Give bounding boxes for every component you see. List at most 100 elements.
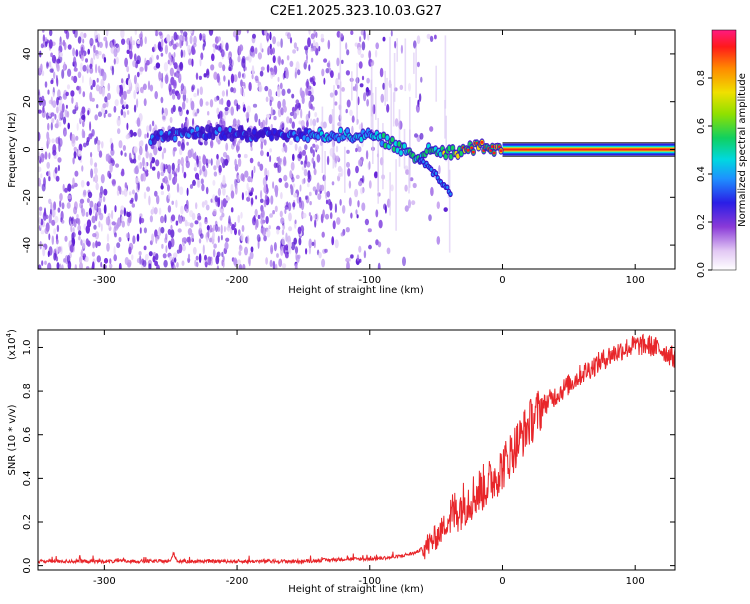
noise-speck <box>64 235 68 242</box>
noise-speck <box>113 47 118 58</box>
noise-speck <box>126 89 131 95</box>
noise-speck <box>225 142 229 151</box>
noise-speck <box>123 111 127 118</box>
noise-speck <box>242 92 245 97</box>
noise-speck <box>363 30 366 41</box>
signal-blob <box>237 125 244 134</box>
noise-speck <box>72 109 77 115</box>
noise-speck <box>273 115 277 121</box>
noise-speck <box>168 83 172 92</box>
noise-speck <box>379 67 384 78</box>
noise-speck <box>51 54 57 64</box>
snr-background <box>38 330 675 570</box>
noise-speck <box>218 61 223 69</box>
noise-speck <box>374 49 378 58</box>
noise-speck <box>384 204 387 214</box>
noise-speck <box>283 146 287 152</box>
noise-speck <box>151 120 155 127</box>
colorbar-gradient <box>711 29 737 271</box>
noise-speck <box>92 79 96 88</box>
noise-speck <box>64 109 68 118</box>
noise-speck <box>144 36 147 45</box>
noise-speck <box>346 261 350 269</box>
noise-speck <box>185 40 189 47</box>
noise-speck <box>98 41 103 49</box>
noise-speck <box>133 90 137 100</box>
noise-speck <box>121 38 126 45</box>
noise-speck <box>175 220 179 226</box>
noise-speck <box>255 195 258 200</box>
noise-speck <box>215 223 219 233</box>
signal-blob-core <box>450 145 455 151</box>
noise-speck <box>201 201 205 208</box>
noise-speck <box>169 67 174 77</box>
noise-speck <box>198 238 202 244</box>
noise-speck <box>202 165 206 172</box>
noise-speck <box>323 58 328 63</box>
noise-speck <box>185 160 190 169</box>
noise-speck <box>420 76 423 83</box>
signal-blob-core <box>449 154 453 160</box>
noise-speck <box>346 161 350 168</box>
noise-speck <box>132 158 137 164</box>
noise-speck <box>97 111 103 117</box>
noise-speck <box>196 155 199 165</box>
noise-speck <box>322 121 327 129</box>
noise-speck <box>281 88 286 96</box>
signal-blob-core <box>383 142 388 149</box>
noise-speck <box>213 71 218 81</box>
noise-stripe <box>393 53 396 102</box>
signal-blob-core <box>338 127 343 134</box>
noise-speck <box>257 161 261 167</box>
noise-speck <box>72 47 75 57</box>
noise-speck <box>56 77 59 87</box>
noise-stripe <box>444 35 447 109</box>
noise-speck <box>325 68 330 74</box>
noise-speck <box>340 232 344 237</box>
noise-speck <box>126 211 131 218</box>
noise-speck <box>316 117 319 123</box>
noise-speck <box>257 239 260 249</box>
noise-speck <box>357 200 360 208</box>
noise-speck <box>41 70 45 77</box>
noise-stripe <box>377 118 379 192</box>
noise-speck <box>334 89 338 96</box>
noise-speck <box>105 153 109 162</box>
noise-speck <box>269 43 272 49</box>
noise-speck <box>238 245 243 252</box>
noise-speck <box>57 157 62 163</box>
noise-speck <box>109 258 112 265</box>
spectrogram-noise <box>38 30 451 269</box>
noise-speck <box>48 213 52 223</box>
noise-speck <box>40 43 45 49</box>
noise-speck <box>358 245 362 253</box>
noise-speck <box>95 63 98 74</box>
noise-speck <box>48 61 52 68</box>
noise-speck <box>233 74 238 83</box>
noise-speck <box>174 176 178 183</box>
y-tick-label: 0 <box>22 146 33 152</box>
signal-blob-core <box>316 134 320 140</box>
noise-speck <box>328 114 333 124</box>
signal-blob-core <box>381 132 386 139</box>
noise-speck <box>94 30 98 40</box>
noise-speck <box>40 173 43 179</box>
noise-speck <box>78 236 81 241</box>
noise-speck <box>38 150 41 158</box>
noise-speck <box>253 165 256 174</box>
noise-speck <box>293 42 297 49</box>
noise-speck <box>184 219 188 227</box>
noise-speck <box>244 246 248 256</box>
noise-speck <box>203 73 207 78</box>
noise-speck <box>91 251 96 257</box>
noise-speck <box>158 73 163 79</box>
noise-speck <box>83 32 87 39</box>
noise-speck <box>230 87 234 93</box>
noise-speck <box>276 229 280 235</box>
noise-speck <box>258 84 263 93</box>
noise-speck <box>148 195 151 206</box>
noise-speck <box>139 66 144 72</box>
noise-speck <box>330 70 334 78</box>
noise-speck <box>267 35 270 40</box>
noise-speck <box>86 64 89 74</box>
